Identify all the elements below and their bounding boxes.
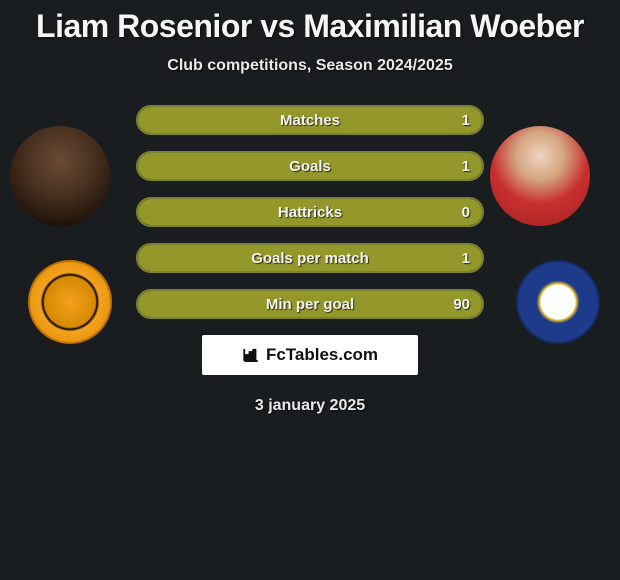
- bar-label: Matches: [138, 107, 482, 133]
- bar-label: Min per goal: [138, 291, 482, 317]
- page-title: Liam Rosenior vs Maximilian Woeber: [0, 8, 620, 45]
- site-label: FcTables.com: [266, 345, 378, 365]
- date-label: 3 january 2025: [0, 397, 620, 415]
- chart-icon: [242, 346, 260, 364]
- bar-right-value: 90: [453, 291, 470, 317]
- bar-row: Goals 1: [136, 151, 484, 181]
- player-right-avatar: [490, 126, 590, 226]
- bar-right-value: 1: [462, 107, 470, 133]
- bar-label: Goals per match: [138, 245, 482, 271]
- bar-row: Min per goal 90: [136, 289, 484, 319]
- bar-row: Matches 1: [136, 105, 484, 135]
- bar-label: Hattricks: [138, 199, 482, 225]
- player-left-avatar: [10, 126, 110, 226]
- club-left-badge: [28, 260, 112, 344]
- bar-row: Hattricks 0: [136, 197, 484, 227]
- bar-right-value: 1: [462, 245, 470, 271]
- bar-label: Goals: [138, 153, 482, 179]
- comparison-bars: Matches 1 Goals 1 Hattricks 0 Goals per …: [136, 105, 484, 319]
- subtitle: Club competitions, Season 2024/2025: [0, 57, 620, 75]
- site-badge: FcTables.com: [202, 335, 418, 375]
- bar-right-value: 1: [462, 153, 470, 179]
- club-right-badge: [516, 260, 600, 344]
- bar-row: Goals per match 1: [136, 243, 484, 273]
- bar-right-value: 0: [462, 199, 470, 225]
